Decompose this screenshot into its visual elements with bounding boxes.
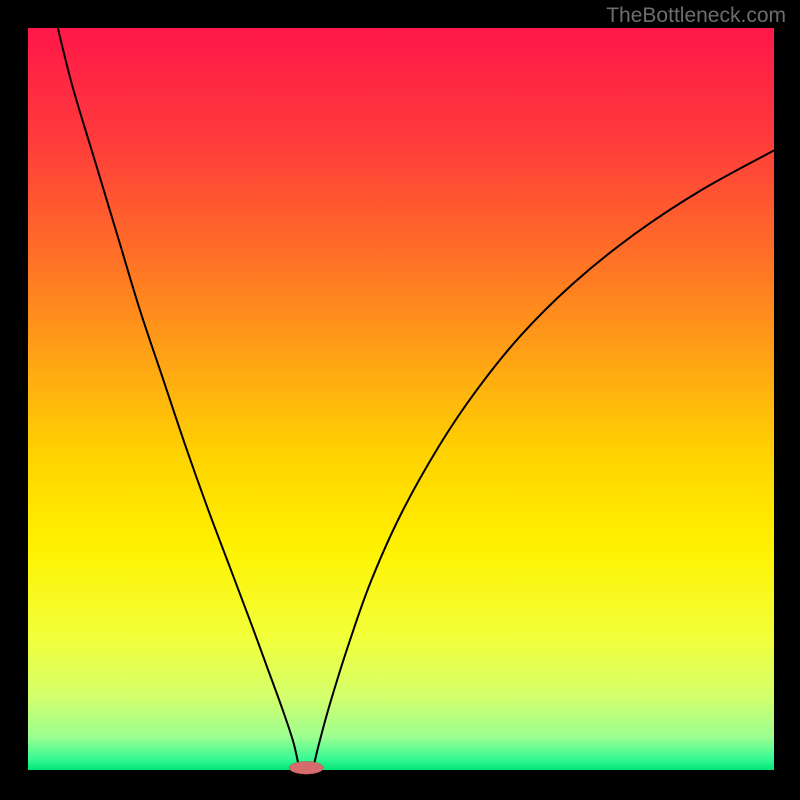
minimum-marker xyxy=(289,761,323,774)
watermark-text: TheBottleneck.com xyxy=(606,4,786,28)
plot-background xyxy=(28,28,774,770)
bottleneck-chart xyxy=(0,0,800,800)
